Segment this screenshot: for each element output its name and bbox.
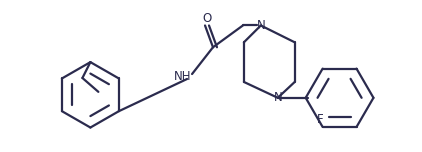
Text: N: N <box>257 19 265 32</box>
Text: NH: NH <box>174 71 192 83</box>
Text: F: F <box>317 112 324 126</box>
Text: N: N <box>273 91 282 104</box>
Text: O: O <box>203 12 212 25</box>
